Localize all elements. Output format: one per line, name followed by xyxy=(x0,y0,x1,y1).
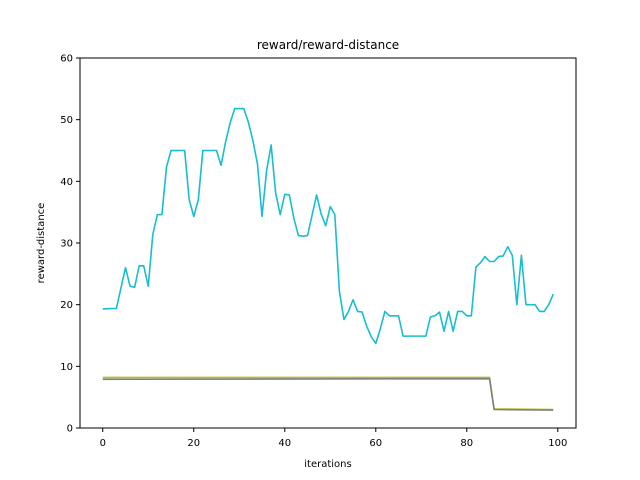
y-tick-label: 20 xyxy=(60,300,73,311)
x-axis-ticks: 0 20 40 60 80 100 xyxy=(100,428,567,449)
series-line-2 xyxy=(102,377,554,411)
y-axis-label: reward-distance xyxy=(36,203,47,284)
series-layer xyxy=(102,107,554,411)
y-axis-ticks: 0 10 20 30 40 50 60 xyxy=(60,54,80,435)
x-axis-label: iterations xyxy=(304,459,351,470)
series-line-1 xyxy=(102,376,554,411)
series-line-0 xyxy=(102,107,554,345)
y-tick-label: 30 xyxy=(60,239,73,250)
x-tick-label: 60 xyxy=(369,438,382,449)
y-tick-label: 60 xyxy=(60,54,73,65)
x-tick-label: 40 xyxy=(278,438,291,449)
x-tick-label: 100 xyxy=(548,438,567,449)
x-tick-label: 20 xyxy=(187,438,200,449)
y-tick-label: 50 xyxy=(60,115,73,126)
x-tick-label: 80 xyxy=(460,438,473,449)
y-tick-label: 10 xyxy=(60,362,73,373)
chart-title: reward/reward-distance xyxy=(257,38,399,52)
x-tick-label: 0 xyxy=(100,438,106,449)
y-tick-label: 0 xyxy=(67,424,73,435)
plot-frame xyxy=(79,57,577,429)
y-tick-label: 40 xyxy=(60,177,73,188)
